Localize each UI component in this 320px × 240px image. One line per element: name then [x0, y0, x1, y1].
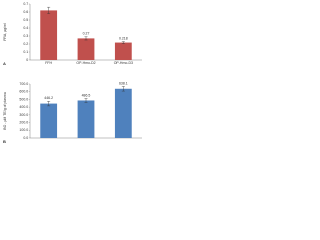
y-tick-label: 600.0: [19, 90, 28, 94]
y-tick-label: 500.0: [19, 97, 28, 101]
y-tick-label: 0.1: [23, 50, 28, 54]
bar: [114, 88, 132, 138]
y-tick-label: 0.6: [23, 10, 28, 14]
x-tick-label: OP-Hmo-D3: [114, 61, 133, 65]
y-tick-label: 0.2: [23, 42, 28, 46]
y-tick-label: 700.0: [19, 82, 28, 86]
y-tick-label: 0: [26, 58, 28, 62]
bar: [77, 100, 95, 138]
data-label: 0.27: [83, 32, 90, 36]
y-tick-label: 0.4: [23, 26, 28, 30]
data-label: 638.1: [119, 81, 128, 85]
error-bar: [121, 86, 125, 92]
y-tick-label: 400.0: [19, 105, 28, 109]
bar: [114, 42, 132, 60]
y-tick-label: 0.5: [23, 18, 28, 22]
y-tick-label: 200.0: [19, 120, 28, 124]
y-tick-label: 100.0: [19, 128, 28, 132]
y-tick-label: 0.7: [23, 2, 28, 6]
figure: 0 0.1 0.2 0.3 0.4 0.5 0.6 0.7 FRA, µg/ml A FFH 0.27…: [3, 2, 142, 144]
y-axis-label: FRA, µg/ml: [3, 23, 7, 41]
error-bar: [84, 98, 88, 103]
y-tick-label: 300.0: [19, 113, 28, 117]
y-tick-label: 0.3: [23, 34, 28, 38]
error-bar: [47, 101, 51, 107]
y-tick-label: 0.0: [23, 136, 28, 140]
error-bar: [84, 36, 88, 41]
panel-label: A: [3, 61, 6, 66]
bar: [40, 10, 58, 60]
data-label: 486.5: [82, 93, 91, 97]
x-tick-label: OP-Hmo-D2: [76, 61, 95, 65]
data-label: 446.2: [44, 96, 53, 100]
x-tick-label: FFH: [45, 61, 52, 65]
data-label: 0.218: [119, 37, 128, 41]
panel-label: B: [3, 139, 6, 144]
y-axis-label: BO - µM TE/g of plasma: [3, 92, 7, 130]
bar: [40, 103, 58, 138]
error-bar: [47, 7, 51, 14]
error-bar: [121, 41, 125, 44]
bar: [77, 38, 95, 60]
